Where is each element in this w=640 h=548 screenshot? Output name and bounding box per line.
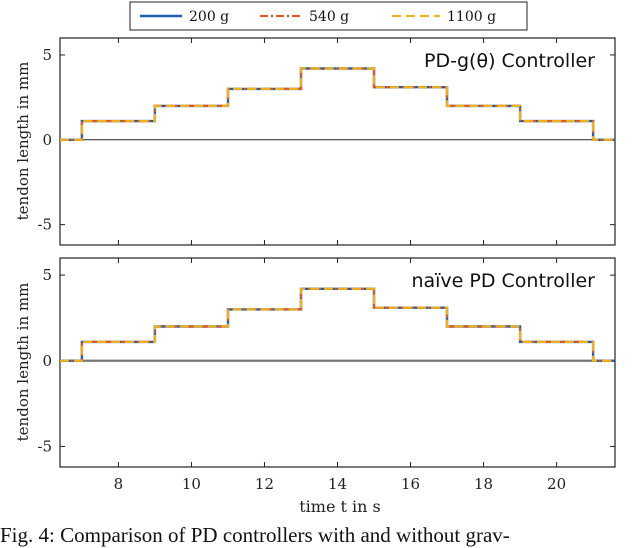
legend: 200 g 540 g 1100 g xyxy=(129,1,528,31)
top-plot-area: -5 0 5 xyxy=(37,38,615,245)
bottom-x-tick-label: 18 xyxy=(474,475,493,493)
legend-box xyxy=(129,1,528,31)
top-series-1100g xyxy=(60,67,615,141)
legend-label-1100g: 1100 g xyxy=(447,9,496,25)
bottom-plot-frame xyxy=(59,257,616,468)
bottom-x-tick-label: 12 xyxy=(255,475,274,493)
bottom-plot-area: -5 0 5 8 10 12 14 16 18 20 xyxy=(37,258,615,493)
figure-caption: Fig. 4: Comparison of PD controllers wit… xyxy=(0,523,510,547)
bottom-y-tick-label: -5 xyxy=(37,437,52,455)
bottom-series-1100g xyxy=(60,287,615,362)
top-y-tick-label: -5 xyxy=(37,216,52,234)
top-y-tick-label: 5 xyxy=(42,46,52,64)
top-y-axis-label: tendon length in mm xyxy=(14,62,32,221)
bottom-panel: naïve PD Controller tendon length in mm … xyxy=(14,257,616,516)
bottom-y-tick-label: 5 xyxy=(42,266,52,284)
bottom-x-tick-label: 14 xyxy=(328,475,347,493)
bottom-y-tick-label: 0 xyxy=(42,352,52,370)
legend-label-200g: 200 g xyxy=(189,9,229,25)
legend-label-540g: 540 g xyxy=(309,9,349,25)
bottom-panel-title: naïve PD Controller xyxy=(411,270,595,292)
bottom-y-axis-label: tendon length in mm xyxy=(14,283,32,442)
bottom-x-tick-label: 16 xyxy=(401,475,420,493)
x-axis-label: time t in s xyxy=(299,497,381,516)
bottom-x-tick-label: 20 xyxy=(547,475,566,493)
top-plot-frame xyxy=(59,37,616,246)
top-panel-title: PD-g(θ) Controller xyxy=(424,50,595,72)
bottom-x-tick-label: 10 xyxy=(182,475,201,493)
bottom-x-tick-label: 8 xyxy=(114,475,124,493)
top-panel: PD-g(θ) Controller tendon length in mm -… xyxy=(14,37,616,246)
top-y-tick-label: 0 xyxy=(42,131,52,149)
